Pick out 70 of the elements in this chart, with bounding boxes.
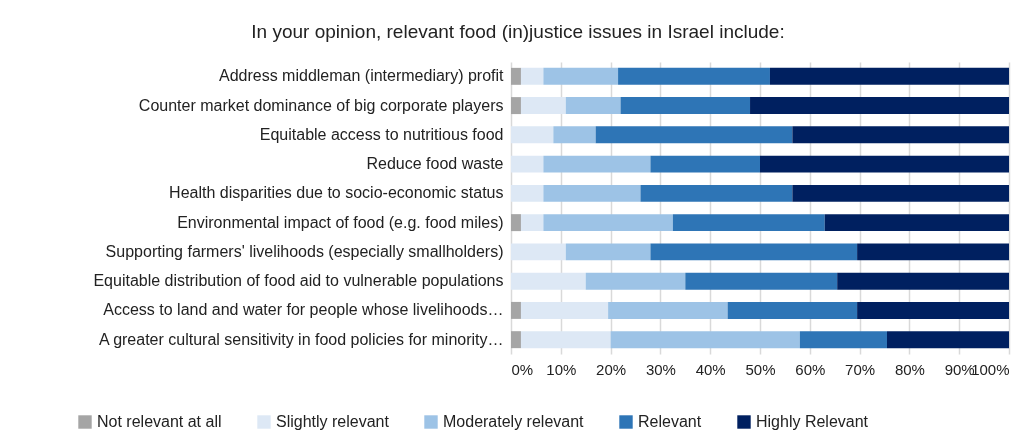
bar xyxy=(886,331,1009,349)
bar xyxy=(727,301,858,319)
bar xyxy=(511,184,544,202)
x-tick-label: 20% xyxy=(596,360,627,378)
legend-label: Slightly relevant xyxy=(276,413,390,430)
bar xyxy=(511,97,521,115)
bar xyxy=(595,126,793,144)
y-tick-label: Equitable distribution of food aid to vulnerable populations xyxy=(93,272,504,290)
bar xyxy=(543,155,651,173)
legend-label: Moderately relevant xyxy=(443,413,585,430)
bar xyxy=(585,272,686,290)
legend-label: Highly Relevant xyxy=(756,413,869,430)
bar xyxy=(650,243,858,261)
bar xyxy=(511,243,566,261)
bar xyxy=(543,67,619,85)
x-tick-label: 30% xyxy=(645,360,676,378)
bar xyxy=(792,126,1009,144)
bar xyxy=(565,243,651,261)
legend-label: Relevant xyxy=(638,413,702,430)
bar xyxy=(650,155,760,173)
x-tick-label: 60% xyxy=(795,360,826,378)
y-tick-label: Reduce food waste xyxy=(366,155,504,173)
x-tick-label: 50% xyxy=(745,360,776,378)
bar xyxy=(565,97,621,115)
bar xyxy=(520,301,609,319)
bar xyxy=(511,67,521,85)
bar xyxy=(769,67,1009,85)
chart-title: In your opinion, relevant food (in)justice issues in Israel include: xyxy=(251,21,785,42)
bar xyxy=(511,126,554,144)
y-tick-label: Supporting farmers' livelihoods (especially smallholders) xyxy=(105,242,504,260)
bar xyxy=(543,184,641,202)
y-tick-label: Health disparities due to socio-economic status xyxy=(169,184,504,202)
x-tick-label: 0% xyxy=(511,360,534,378)
bar xyxy=(685,272,838,290)
bar xyxy=(511,272,586,290)
bar xyxy=(618,67,770,85)
bar xyxy=(511,301,521,319)
bar xyxy=(553,126,596,144)
bar xyxy=(792,184,1009,202)
x-tick-label: 70% xyxy=(845,360,876,378)
bar xyxy=(608,301,728,319)
bar xyxy=(610,331,800,349)
bar xyxy=(511,331,521,349)
y-tick-label: Access to land and water for people whose livelihoods… xyxy=(103,301,504,319)
y-tick-label: Address middleman (intermediary) profit xyxy=(218,67,505,85)
x-tick-label: 40% xyxy=(695,360,726,378)
y-tick-label: Equitable access to nutritious food xyxy=(259,125,504,143)
y-tick-label: A greater cultural sensitivity in food policies for minority… xyxy=(98,330,504,348)
x-tick-label: 10% xyxy=(546,360,577,378)
bar xyxy=(620,97,751,115)
bar xyxy=(511,214,521,232)
x-tick-label: 80% xyxy=(894,360,925,378)
bar xyxy=(640,184,793,202)
bar xyxy=(799,331,887,349)
bar xyxy=(837,272,1009,290)
bar xyxy=(672,214,825,232)
legend-label: Not relevant at all xyxy=(97,413,222,430)
bar xyxy=(520,331,611,349)
bar xyxy=(824,214,1009,232)
bar xyxy=(750,97,1009,115)
bar xyxy=(520,67,544,85)
bar xyxy=(857,301,1009,319)
bar xyxy=(543,214,673,232)
bar xyxy=(520,214,544,232)
bar xyxy=(760,155,1009,173)
y-tick-label: Environmental impact of food (e.g. food miles) xyxy=(177,213,504,231)
bar xyxy=(520,97,566,115)
y-tick-label: Counter market dominance of big corporate players xyxy=(138,96,504,114)
bar xyxy=(857,243,1009,261)
bar xyxy=(511,155,544,173)
